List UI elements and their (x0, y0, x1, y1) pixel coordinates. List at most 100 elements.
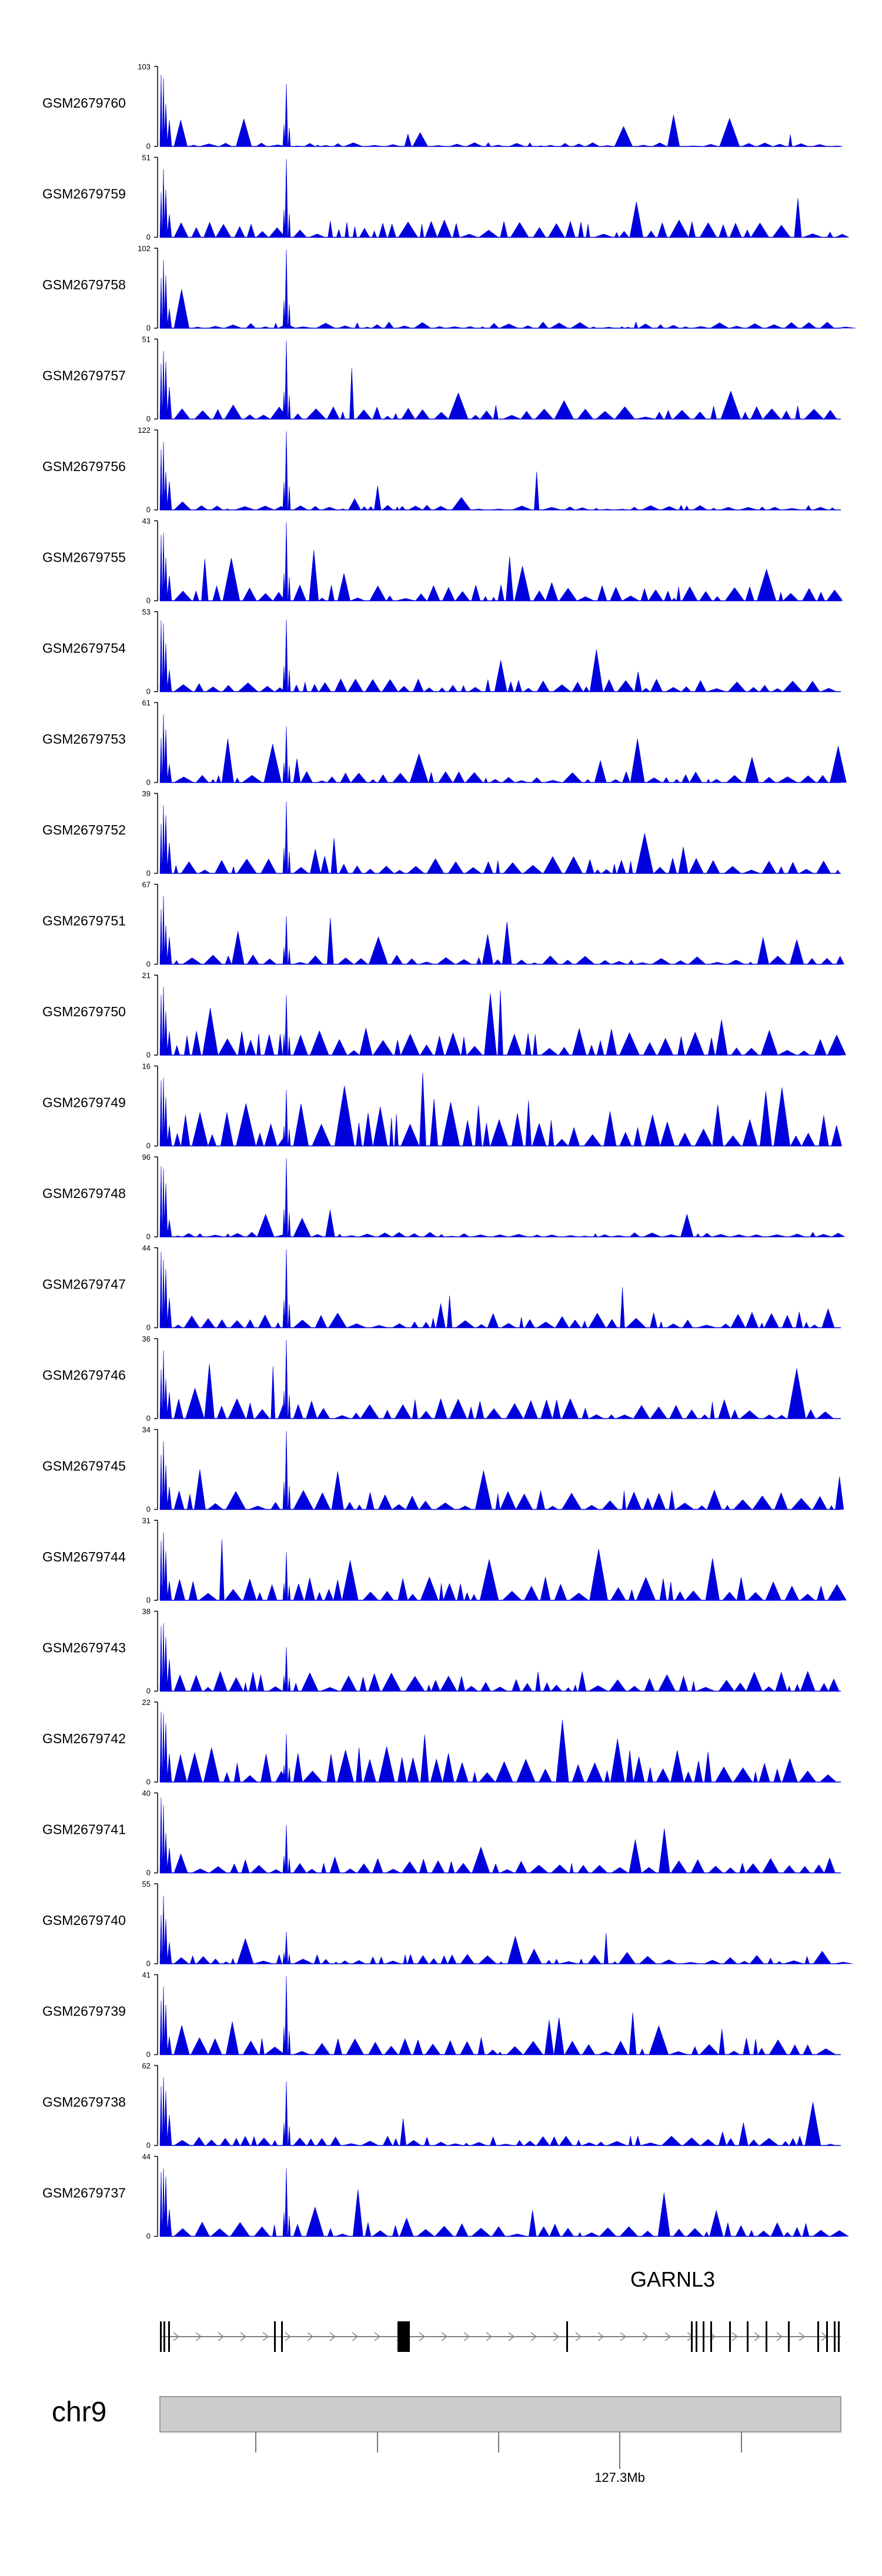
track-GSM2679755: GSM2679755 43 0 (42, 517, 843, 605)
track-GSM2679745: GSM2679745 34 0 (42, 1426, 844, 1514)
exon (838, 2321, 840, 2352)
coverage-area (159, 74, 843, 147)
track-min-label: 0 (146, 1596, 151, 1604)
exon (168, 2321, 170, 2352)
track-label: GSM2679752 (42, 822, 126, 837)
coverage-area (159, 1797, 841, 1873)
genomic-axis (255, 2432, 742, 2469)
exon (747, 2321, 749, 2352)
exon (766, 2321, 767, 2352)
strand-arrow (441, 2332, 448, 2341)
track-label: GSM2679749 (42, 1095, 126, 1110)
track-label: GSM2679738 (42, 2094, 126, 2110)
track-max-label: 22 (142, 1698, 151, 1707)
coverage-area (159, 340, 841, 419)
coverage-area (159, 1896, 853, 1964)
track-label: GSM2679759 (42, 186, 126, 202)
coverage-area (159, 1158, 846, 1237)
exon (696, 2321, 697, 2352)
track-GSM2679746: GSM2679746 36 0 (42, 1334, 841, 1423)
track-label: GSM2679750 (42, 1004, 126, 1019)
track-max-label: 39 (142, 789, 151, 798)
track-min-label: 0 (146, 1414, 151, 1423)
strand-arrow (754, 2332, 761, 2341)
strand-arrow (731, 2332, 739, 2341)
track-max-label: 43 (142, 517, 151, 526)
track-GSM2679760: GSM2679760 103 0 (42, 62, 843, 151)
gene-model-track: GARNL3 (160, 2267, 841, 2352)
exon (281, 2321, 283, 2352)
strand-arrow (329, 2332, 336, 2341)
chromosome-label: chr9 (52, 2397, 106, 2428)
track-label: GSM2679755 (42, 550, 126, 565)
track-GSM2679750: GSM2679750 21 0 (42, 971, 846, 1059)
strand-arrow (285, 2332, 292, 2341)
track-max-label: 36 (142, 1334, 151, 1343)
track-GSM2679742: GSM2679742 22 0 (42, 1698, 841, 1786)
strand-arrow (419, 2332, 426, 2341)
track-max-label: 31 (142, 1516, 151, 1525)
track-GSM2679759: GSM2679759 51 0 (42, 154, 849, 242)
track-label: GSM2679751 (42, 913, 126, 929)
track-GSM2679758: GSM2679758 102 0 (42, 244, 856, 332)
track-label: GSM2679745 (42, 1459, 126, 1474)
track-min-label: 0 (146, 1687, 151, 1696)
track-label: GSM2679742 (42, 1731, 126, 1746)
chromosome-track: chr9 127.3Mb (52, 2396, 841, 2485)
coverage-area (159, 1976, 841, 2055)
strand-arrow (307, 2332, 314, 2341)
track-label: GSM2679753 (42, 732, 126, 747)
track-min-label: 0 (146, 2232, 151, 2241)
track-label: GSM2679758 (42, 277, 126, 292)
track-max-label: 102 (138, 244, 151, 253)
track-max-label: 51 (142, 335, 151, 344)
track-GSM2679743: GSM2679743 38 0 (42, 1607, 841, 1696)
track-max-label: 67 (142, 880, 151, 889)
track-min-label: 0 (146, 1050, 151, 1059)
strand-arrow (575, 2332, 582, 2341)
track-label: GSM2679739 (42, 2004, 126, 2019)
track-GSM2679744: GSM2679744 31 0 (42, 1516, 847, 1604)
strand-arrow (262, 2332, 269, 2341)
coverage-area (159, 619, 841, 692)
coverage-area (159, 1711, 841, 1783)
exon (397, 2321, 400, 2352)
exon (703, 2321, 704, 2352)
strand-arrow (620, 2332, 627, 2341)
track-max-label: 51 (142, 154, 151, 162)
track-label: GSM2679746 (42, 1367, 126, 1383)
track-label: GSM2679757 (42, 368, 126, 383)
coverage-area (159, 1430, 844, 1510)
exon (566, 2321, 568, 2352)
exon (710, 2321, 712, 2352)
exon (160, 2321, 162, 2352)
exon (834, 2321, 836, 2352)
exon (817, 2321, 819, 2352)
coverage-area (159, 714, 847, 783)
track-GSM2679751: GSM2679751 67 0 (42, 880, 844, 969)
track-min-label: 0 (146, 323, 151, 332)
track-GSM2679748: GSM2679748 96 0 (42, 1153, 846, 1241)
track-min-label: 0 (146, 596, 151, 605)
track-GSM2679756: GSM2679756 122 0 (42, 426, 841, 514)
track-max-label: 21 (142, 971, 151, 980)
exon (407, 2321, 410, 2352)
track-min-label: 0 (146, 233, 151, 242)
track-min-label: 0 (146, 505, 151, 514)
exon (163, 2321, 165, 2352)
track-label: GSM2679756 (42, 459, 126, 474)
track-GSM2679737: GSM2679737 44 0 (42, 2153, 849, 2241)
coverage-area (159, 1532, 847, 1601)
axis-tick-label: 127.3Mb (594, 2470, 645, 2485)
coverage-area (159, 158, 849, 238)
strand-arrow (664, 2332, 671, 2341)
track-GSM2679741: GSM2679741 40 0 (42, 1789, 841, 1877)
track-min-label: 0 (146, 1959, 151, 1968)
exon (826, 2321, 828, 2352)
exon (788, 2321, 790, 2352)
track-max-label: 53 (142, 608, 151, 616)
track-GSM2679747: GSM2679747 44 0 (42, 1244, 841, 1332)
coverage-area (159, 522, 843, 601)
coverage-area (159, 1249, 841, 1328)
